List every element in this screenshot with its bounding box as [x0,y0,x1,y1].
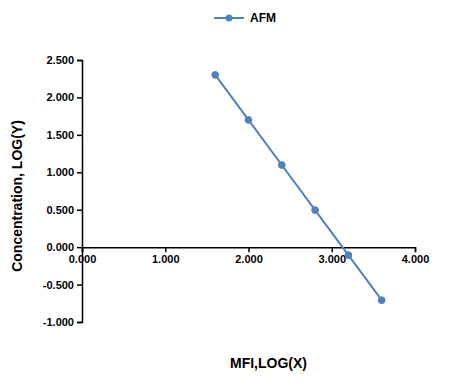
y-tick: 2.000 [46,91,82,103]
y-tick-mark [77,97,82,99]
x-tick-label: 3.000 [318,253,346,265]
x-axis: 0.000 1.000 2.000 3.000 4.000 [69,247,430,265]
x-tick: 1.000 [152,247,180,265]
x-tick: 2.000 [235,247,263,265]
x-tick-mark [332,247,334,252]
y-tick-mark [77,135,82,137]
x-tick: 3.000 [318,247,346,265]
y-tick-label: 0.500 [46,204,74,216]
x-tick-label: 0.000 [69,253,97,265]
y-tick-mark [77,284,82,286]
plot-area [212,72,385,304]
y-tick: -1.000 [43,316,82,328]
y-tick-label: 0.000 [46,241,74,253]
series-marker [245,117,252,124]
y-axis: -1.000 -0.500 0.000 0.500 1.000 1.500 2.000 2.5… [43,54,83,328]
series-marker [212,72,219,79]
legend: AFM [214,11,276,25]
y-tick-label: 2.000 [46,91,74,103]
y-tick-mark [77,209,82,211]
x-tick-label: 4.000 [402,253,430,265]
y-tick-mark [77,247,82,249]
series-line [215,75,382,300]
x-axis-line [83,248,416,253]
x-tick-mark [82,247,84,252]
series-marker [378,297,385,304]
y-tick-label: -0.500 [43,279,74,291]
x-tick-mark [165,247,167,252]
y-tick-mark [77,322,82,324]
y-axis-title: Concentration, LOG(Y) [9,120,25,272]
y-tick-label: -1.000 [43,316,74,328]
y-tick: 1.000 [46,166,82,178]
y-tick: 2.500 [46,54,82,66]
series-marker [312,207,319,214]
y-tick-mark [77,172,82,174]
x-tick: 4.000 [402,247,430,265]
series-marker [278,162,285,169]
y-tick-label: 2.500 [46,54,74,66]
y-tick-label: 1.000 [46,166,74,178]
legend-label: AFM [250,11,276,25]
x-axis-title: MFI,LOG(X) [230,355,307,371]
y-tick: -0.500 [43,279,82,291]
x-tick-mark [415,247,417,252]
y-tick: 1.500 [46,129,82,141]
y-tick: 0.000 [46,241,82,253]
y-axis-line [77,61,83,323]
series-marker [345,252,352,259]
x-tick: 0.000 [69,247,97,265]
x-tick-label: 2.000 [235,253,263,265]
x-tick-label: 1.000 [152,253,180,265]
y-tick-mark [77,60,82,62]
legend-marker [226,15,233,22]
x-tick-mark [248,247,250,252]
y-tick: 0.500 [46,204,82,216]
chart: -1.000 -0.500 0.000 0.500 1.000 1.500 2.000 2.5… [0,0,469,392]
y-tick-label: 1.500 [46,129,74,141]
